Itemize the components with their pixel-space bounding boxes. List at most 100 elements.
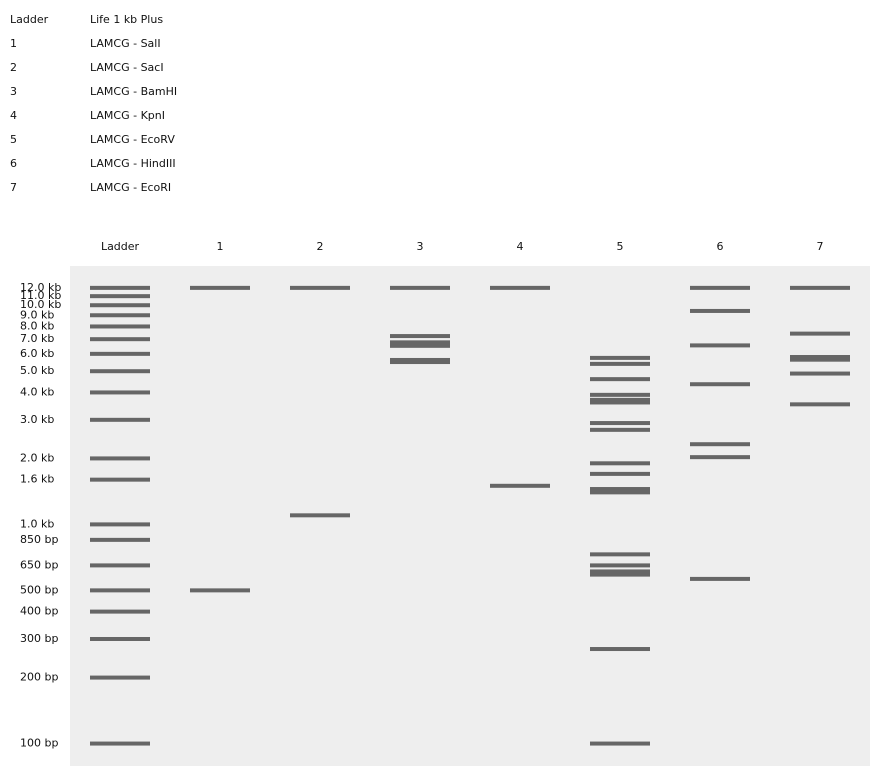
band: [690, 308, 750, 313]
size-label: 200 bp: [20, 671, 58, 684]
size-label: 850 bp: [20, 533, 58, 546]
band: [690, 285, 750, 290]
band: [190, 588, 250, 593]
band: [590, 563, 650, 568]
size-label: 300 bp: [20, 632, 58, 645]
legend-lane: 6: [10, 157, 17, 170]
band: [790, 285, 850, 290]
band: [590, 487, 650, 492]
legend-description: LAMCG - BamHI: [90, 85, 177, 98]
band: [590, 355, 650, 360]
band: [590, 741, 650, 746]
size-label: 5.0 kb: [20, 364, 54, 377]
band: [390, 340, 450, 345]
legend-lane: 1: [10, 37, 17, 50]
lane-header: 6: [717, 240, 724, 253]
legend-description: LAMCG - KpnI: [90, 109, 165, 122]
size-label: 9.0 kb: [20, 308, 54, 321]
band: [90, 303, 150, 308]
band: [90, 741, 150, 746]
band: [690, 576, 750, 581]
lane-header: 5: [617, 240, 624, 253]
band: [90, 417, 150, 422]
size-label: 1.6 kb: [20, 473, 54, 486]
band: [590, 400, 650, 405]
band: [590, 552, 650, 557]
band: [790, 357, 850, 362]
band: [590, 421, 650, 426]
size-label: 2.0 kb: [20, 451, 54, 464]
band: [90, 324, 150, 329]
legend-description: LAMCG - HindIII: [90, 157, 176, 170]
size-label: 1.0 kb: [20, 517, 54, 530]
size-label: 11.0 kb: [20, 289, 61, 302]
band: [190, 285, 250, 290]
size-label: 500 bp: [20, 583, 58, 596]
band: [590, 572, 650, 577]
band: [90, 285, 150, 290]
legend-lane: 7: [10, 181, 17, 194]
band: [790, 402, 850, 407]
legend-lane: 3: [10, 85, 17, 98]
size-label: 650 bp: [20, 558, 58, 571]
band: [90, 537, 150, 542]
size-label: 3.0 kb: [20, 413, 54, 426]
band: [390, 357, 450, 362]
band: [90, 588, 150, 593]
band: [390, 343, 450, 348]
band: [390, 285, 450, 290]
band: [490, 483, 550, 488]
band: [390, 334, 450, 339]
size-label: 6.0 kb: [20, 347, 54, 360]
band: [90, 456, 150, 461]
lane-header: 4: [517, 240, 524, 253]
band: [90, 636, 150, 641]
band: [590, 392, 650, 397]
band: [390, 360, 450, 365]
band: [590, 569, 650, 574]
band: [690, 382, 750, 387]
size-label: 12.0 kb: [20, 281, 61, 294]
lane-header: 1: [217, 240, 224, 253]
legend-lane: 5: [10, 133, 17, 146]
legend-description: LAMCG - SalI: [90, 37, 161, 50]
band: [90, 609, 150, 614]
band: [590, 427, 650, 432]
legend-lane: Ladder: [10, 13, 49, 26]
band: [90, 294, 150, 299]
band: [790, 355, 850, 360]
size-label: 100 bp: [20, 737, 58, 750]
band: [790, 331, 850, 336]
band: [290, 513, 350, 518]
band: [90, 563, 150, 568]
band: [490, 285, 550, 290]
lane-header: 3: [417, 240, 424, 253]
size-label: 7.0 kb: [20, 332, 54, 345]
band: [690, 343, 750, 348]
band: [90, 522, 150, 527]
size-label: 4.0 kb: [20, 385, 54, 398]
size-label: 8.0 kb: [20, 319, 54, 332]
band: [590, 471, 650, 476]
band: [90, 675, 150, 680]
band: [290, 285, 350, 290]
band: [90, 313, 150, 318]
band: [90, 390, 150, 395]
band: [90, 337, 150, 342]
band: [590, 461, 650, 466]
band: [690, 442, 750, 447]
legend-description: LAMCG - EcoRI: [90, 181, 171, 194]
band: [90, 369, 150, 374]
size-label: 10.0 kb: [20, 298, 61, 311]
lane-header: Ladder: [101, 240, 140, 253]
legend-description: LAMCG - SacI: [90, 61, 164, 74]
band: [590, 397, 650, 402]
band: [90, 477, 150, 482]
band: [690, 455, 750, 460]
band: [90, 351, 150, 356]
band: [590, 361, 650, 366]
band: [790, 371, 850, 376]
size-label: 400 bp: [20, 605, 58, 618]
lane-header: 7: [817, 240, 824, 253]
